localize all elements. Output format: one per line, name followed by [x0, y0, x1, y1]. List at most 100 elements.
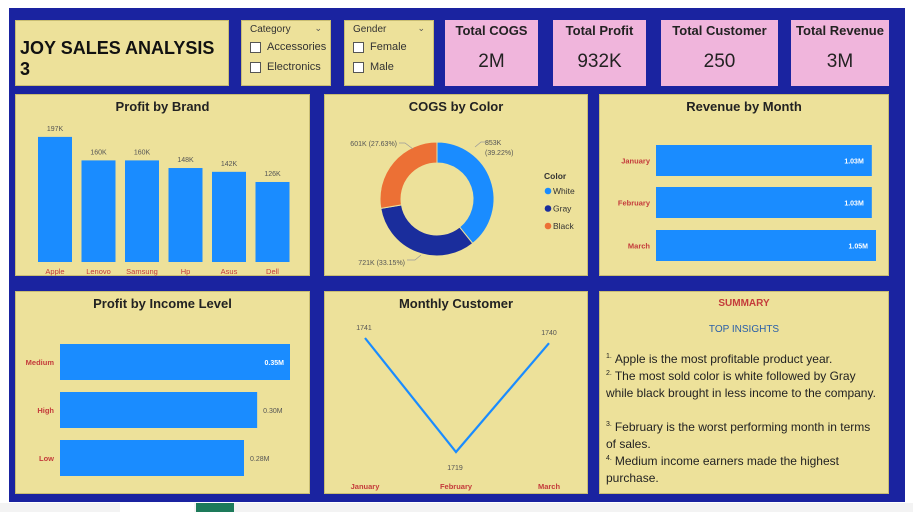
leader-line [407, 254, 422, 261]
revenue-by-month-chart[interactable]: January 1.03M February 1.03M March 1.05M [600, 95, 890, 277]
checkbox-icon[interactable] [353, 41, 364, 53]
gender-option-male[interactable]: Male [353, 61, 394, 73]
chevron-down-icon[interactable]: ⌄ [314, 23, 322, 33]
tick-label: March [538, 482, 561, 491]
chart-title: COGS by Color [408, 99, 504, 114]
kpi-value: 3M [826, 51, 854, 72]
monthly-customer-card[interactable]: Monthly Customer 1741 January 1719 February… [324, 291, 588, 494]
legend-swatch [544, 205, 552, 212]
leader-line [474, 141, 487, 148]
checkbox-icon[interactable] [353, 61, 364, 73]
page-tab-bar [0, 503, 913, 512]
data-label: 0.28M [250, 456, 270, 463]
page-tab[interactable] [120, 503, 194, 512]
tick-label: Lenovo [86, 267, 111, 276]
legend-title: Color [544, 171, 567, 181]
insight-item: 1. Apple is the most profitable product y… [606, 348, 880, 368]
bar-asus [212, 171, 246, 262]
kpi-total-profit: Total Profit 932K [553, 20, 646, 86]
gender-slicer-title: Gender [353, 24, 387, 35]
kpi-total-revenue: Total Revenue 3M [791, 20, 889, 86]
checkbox-icon[interactable] [250, 41, 261, 53]
kpi-value: 2M [478, 51, 505, 72]
chart-title: Profit by Brand [115, 99, 210, 114]
insight-text: Apple is the most profitable product yea… [614, 352, 833, 366]
kpi-label: Total Customer [672, 23, 767, 38]
kpi-label: Total COGS [455, 23, 528, 38]
profit-by-brand-card[interactable]: Profit by Brand 197K Apple 160K Lenovo 160K S… [15, 94, 310, 276]
profit-by-brand-chart[interactable]: 197K Apple 160K Lenovo 160K Samsung 148K Hp 142K… [16, 95, 311, 277]
insight-text: Medium income earners made the highest p… [606, 454, 839, 485]
gender-slicer[interactable]: Gender ⌄ Female Male [344, 20, 434, 86]
bar-low [60, 440, 244, 476]
data-label: 160K [134, 149, 151, 156]
kpi-label: Total Revenue [796, 23, 884, 38]
category-slicer[interactable]: Category ⌄ Accessories Electronics [241, 20, 331, 86]
tick-label: High [37, 406, 54, 415]
report-canvas: JOY SALES ANALYSIS 3 Category ⌄ Accessor… [9, 8, 905, 502]
category-option-electronics[interactable]: Electronics [250, 61, 321, 73]
option-label: Male [370, 61, 394, 73]
category-option-accessories[interactable]: Accessories [250, 41, 326, 53]
chart-title: Revenue by Month [686, 99, 802, 114]
data-label: 1719 [447, 465, 463, 472]
insight-number: 1. [606, 353, 612, 360]
legend-entry: White [553, 186, 575, 196]
title-card: JOY SALES ANALYSIS 3 [15, 20, 229, 86]
bar-apple [38, 136, 72, 262]
data-label: 142K [221, 161, 238, 168]
slice-black [379, 141, 438, 209]
summary-card: SUMMARY TOP INSIGHTS 1. Apple is the most… [599, 291, 889, 494]
bar-dell [255, 181, 290, 262]
cogs-by-color-card[interactable]: COGS by Color 853K (39.22%) 721K (33.15%) 6… [324, 94, 588, 276]
bar-samsung [125, 160, 159, 262]
chevron-down-icon[interactable]: ⌄ [417, 23, 425, 33]
summary-subtitle: TOP INSIGHTS [708, 324, 780, 335]
insight-number: 2. [606, 370, 612, 377]
data-label: 160K [90, 149, 107, 156]
data-label: 148K [177, 157, 194, 164]
series-line [364, 337, 550, 454]
slice-white [436, 141, 495, 245]
insight-item: 2. The most sold color is white followed … [606, 365, 880, 402]
report-title: JOY SALES ANALYSIS 3 [20, 38, 215, 79]
insight-number: 4. [606, 455, 612, 462]
data-label: 1.03M [844, 201, 864, 208]
bar-march [656, 230, 876, 261]
kpi-total-cogs: Total COGS 2M [445, 20, 538, 86]
gender-option-female[interactable]: Female [353, 41, 407, 53]
bar-hp [168, 168, 203, 262]
tick-label: Asus [221, 267, 238, 276]
tick-label: Samsung [126, 267, 158, 276]
insight-text: February is the worst performing month i… [606, 420, 871, 451]
tick-label: February [440, 482, 473, 491]
data-label-black: 601K (27.63%) [350, 141, 397, 148]
data-label-white-pct: (39.22%) [485, 150, 513, 157]
bar-february [656, 187, 872, 218]
legend-entry: Black [553, 221, 575, 231]
profit-by-income-chart[interactable]: Medium 0.35M High 0.30M Low 0.28M [16, 292, 311, 495]
leader-line [399, 142, 414, 150]
tick-label: January [351, 482, 381, 491]
category-slicer-title: Category [250, 24, 291, 35]
tick-label: Low [39, 454, 54, 463]
legend-swatch [544, 222, 552, 230]
kpi-value: 932K [577, 51, 622, 72]
profit-by-income-card[interactable]: Profit by Income Level Medium 0.35M High 0.… [15, 291, 310, 494]
monthly-customer-chart[interactable]: 1741 January 1719 February 1740 March [325, 292, 589, 495]
insight-number: 3. [606, 421, 612, 428]
bar-medium [60, 344, 290, 380]
checkbox-icon[interactable] [250, 61, 261, 73]
page-tab-active[interactable] [196, 503, 234, 512]
tick-label: Hp [181, 267, 191, 276]
data-label: 0.30M [263, 408, 283, 415]
data-label: 1.03M [844, 159, 864, 166]
insight-item: 4. Medium income earners made the highest… [606, 450, 880, 487]
revenue-by-month-card[interactable]: Revenue by Month January 1.03M February 1.0… [599, 94, 889, 276]
data-label: 0.35M [265, 360, 285, 367]
data-label-white: 853K [485, 140, 502, 147]
cogs-by-color-chart[interactable]: 853K (39.22%) 721K (33.15%) 601K (27.63%) Co… [325, 95, 589, 277]
kpi-label: Total Profit [565, 23, 634, 38]
insight-text: The most sold color is white followed by… [606, 369, 876, 400]
data-label: 1.05M [849, 244, 869, 251]
